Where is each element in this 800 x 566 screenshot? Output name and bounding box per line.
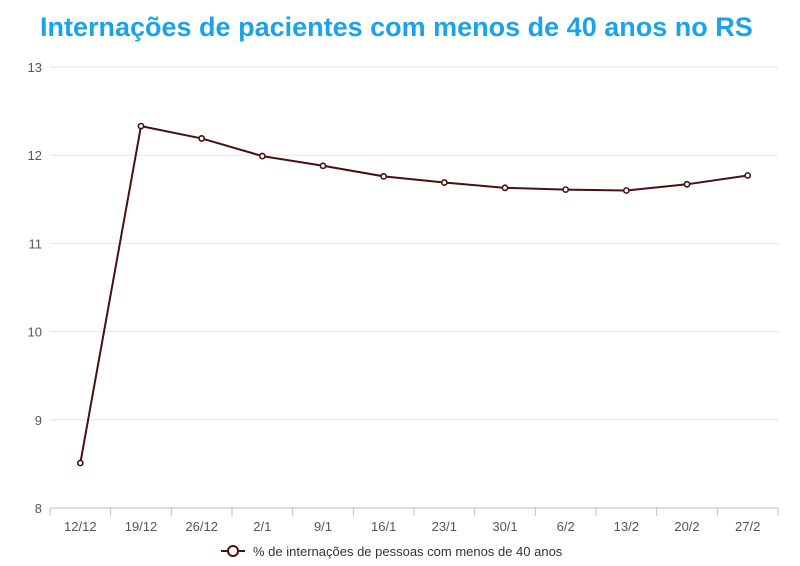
x-tick-label: 27/2 xyxy=(735,519,760,534)
chart-title: Internações de pacientes com menos de 40… xyxy=(40,12,753,42)
x-tick-label: 23/1 xyxy=(432,519,457,534)
x-tick-label: 12/12 xyxy=(64,519,97,534)
data-point[interactable] xyxy=(198,135,206,142)
grid-lines xyxy=(50,66,778,421)
y-tick-label: 12 xyxy=(28,148,42,163)
legend[interactable]: % de internações de pessoas com menos de… xyxy=(221,544,563,559)
x-tick-label: 30/1 xyxy=(492,519,517,534)
data-point[interactable] xyxy=(258,152,266,160)
y-axis-tick-labels: 8 9 10 11 12 13 xyxy=(28,60,42,516)
x-tick-label: 26/12 xyxy=(185,519,218,534)
x-axis xyxy=(49,507,779,516)
y-tick-label: 8 xyxy=(35,501,42,516)
y-tick-label: 10 xyxy=(28,325,42,340)
x-tick-label: 13/2 xyxy=(614,519,639,534)
x-tick-label: 16/1 xyxy=(371,519,396,534)
data-point[interactable] xyxy=(137,122,145,130)
x-tick-label: 19/12 xyxy=(125,519,158,534)
legend-marker-icon xyxy=(227,545,239,557)
data-point[interactable] xyxy=(76,459,84,467)
x-axis-tick-labels: 12/12 19/12 26/12 2/1 9/1 16/1 23/1 30/1 6/2 13/2… xyxy=(64,519,760,534)
data-point[interactable] xyxy=(744,172,752,179)
x-tick-label: 20/2 xyxy=(674,519,699,534)
series-group xyxy=(76,122,752,467)
data-point[interactable] xyxy=(380,172,388,180)
data-point[interactable] xyxy=(562,186,570,193)
data-point[interactable] xyxy=(683,180,691,188)
data-point[interactable] xyxy=(622,187,630,194)
y-tick-label: 11 xyxy=(29,236,43,251)
data-point[interactable] xyxy=(501,184,509,192)
x-tick-label: 9/1 xyxy=(314,519,332,534)
legend-label: % de internações de pessoas com menos de… xyxy=(253,544,563,559)
y-tick-label: 9 xyxy=(35,413,42,428)
x-tick-label: 2/1 xyxy=(253,519,271,534)
data-point[interactable] xyxy=(319,162,327,170)
y-tick-label: 13 xyxy=(28,60,42,75)
data-point[interactable] xyxy=(440,179,448,186)
x-tick-label: 6/2 xyxy=(557,519,575,534)
series-line xyxy=(79,125,748,464)
